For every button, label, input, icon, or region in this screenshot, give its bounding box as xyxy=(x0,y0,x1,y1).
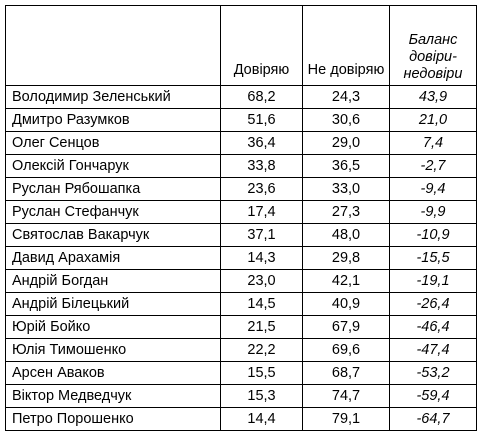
trust-value-cell: 15,5 xyxy=(220,361,303,385)
distrust-value-cell: 67,9 xyxy=(302,315,390,339)
table-row: Дмитро Разумков 51,6 30,6 21,0 xyxy=(5,108,477,132)
balance-value-cell: -9,9 xyxy=(389,200,477,224)
person-name-cell: Руслан Рябошапка xyxy=(5,177,221,201)
balance-value-cell: -19,1 xyxy=(389,269,477,293)
balance-value-cell: -9,4 xyxy=(389,177,477,201)
balance-value-cell: -2,7 xyxy=(389,154,477,178)
table-row: Руслан Стефанчук 17,4 27,3 -9,9 xyxy=(5,200,477,224)
person-name-cell: Руслан Стефанчук xyxy=(5,200,221,224)
distrust-value-cell: 69,6 xyxy=(302,338,390,362)
balance-value-cell: 21,0 xyxy=(389,108,477,132)
distrust-value-cell: 40,9 xyxy=(302,292,390,316)
trust-value-cell: 36,4 xyxy=(220,131,303,155)
header-balance: Баланс довіри-недовіри xyxy=(389,5,477,86)
person-name-cell: Арсен Аваков xyxy=(5,361,221,385)
balance-value-cell: -10,9 xyxy=(389,223,477,247)
distrust-value-cell: 30,6 xyxy=(302,108,390,132)
table-body: Володимир Зеленський 68,2 24,3 43,9 Дмитро Р… xyxy=(5,85,477,431)
person-name-cell: Олег Сенцов xyxy=(5,131,221,155)
balance-value-cell: -59,4 xyxy=(389,384,477,408)
table-row: Володимир Зеленський 68,2 24,3 43,9 xyxy=(5,85,477,109)
header-name xyxy=(5,5,221,86)
balance-value-cell: -64,7 xyxy=(389,407,477,431)
table-row: Юлія Тимошенко 22,2 69,6 -47,4 xyxy=(5,338,477,362)
distrust-value-cell: 42,1 xyxy=(302,269,390,293)
table-row: Петро Порошенко 14,4 79,1 -64,7 xyxy=(5,407,477,431)
distrust-value-cell: 68,7 xyxy=(302,361,390,385)
distrust-value-cell: 29,8 xyxy=(302,246,390,270)
header-trust: Довіряю xyxy=(220,5,303,86)
table-row: Юрій Бойко 21,5 67,9 -46,4 xyxy=(5,315,477,339)
trust-value-cell: 21,5 xyxy=(220,315,303,339)
person-name-cell: Віктор Медведчук xyxy=(5,384,221,408)
person-name-cell: Андрій Богдан xyxy=(5,269,221,293)
distrust-value-cell: 29,0 xyxy=(302,131,390,155)
trust-value-cell: 33,8 xyxy=(220,154,303,178)
table-row: Андрій Білецький 14,5 40,9 -26,4 xyxy=(5,292,477,316)
person-name-cell: Давид Арахамія xyxy=(5,246,221,270)
trust-value-cell: 14,3 xyxy=(220,246,303,270)
table-row: Андрій Богдан 23,0 42,1 -19,1 xyxy=(5,269,477,293)
distrust-value-cell: 74,7 xyxy=(302,384,390,408)
table-row: Олег Сенцов 36,4 29,0 7,4 xyxy=(5,131,477,155)
balance-value-cell: 7,4 xyxy=(389,131,477,155)
distrust-value-cell: 33,0 xyxy=(302,177,390,201)
balance-value-cell: -53,2 xyxy=(389,361,477,385)
header-distrust: Не довіряю xyxy=(302,5,390,86)
balance-value-cell: -47,4 xyxy=(389,338,477,362)
trust-table: Довіряю Не довіряю Баланс довіри-недовір… xyxy=(5,5,477,431)
trust-value-cell: 51,6 xyxy=(220,108,303,132)
table-row: Руслан Рябошапка 23,6 33,0 -9,4 xyxy=(5,177,477,201)
table-row: Давид Арахамія 14,3 29,8 -15,5 xyxy=(5,246,477,270)
trust-value-cell: 23,0 xyxy=(220,269,303,293)
distrust-value-cell: 24,3 xyxy=(302,85,390,109)
trust-value-cell: 37,1 xyxy=(220,223,303,247)
table-row: Віктор Медведчук 15,3 74,7 -59,4 xyxy=(5,384,477,408)
trust-value-cell: 14,5 xyxy=(220,292,303,316)
table-header: Довіряю Не довіряю Баланс довіри-недовір… xyxy=(5,5,477,86)
table-row: Арсен Аваков 15,5 68,7 -53,2 xyxy=(5,361,477,385)
distrust-value-cell: 79,1 xyxy=(302,407,390,431)
trust-value-cell: 15,3 xyxy=(220,384,303,408)
trust-value-cell: 23,6 xyxy=(220,177,303,201)
trust-value-cell: 22,2 xyxy=(220,338,303,362)
table-row: Святослав Вакарчук 37,1 48,0 -10,9 xyxy=(5,223,477,247)
person-name-cell: Святослав Вакарчук xyxy=(5,223,221,247)
distrust-value-cell: 27,3 xyxy=(302,200,390,224)
trust-value-cell: 17,4 xyxy=(220,200,303,224)
distrust-value-cell: 36,5 xyxy=(302,154,390,178)
table-row: Олексій Гончарук 33,8 36,5 -2,7 xyxy=(5,154,477,178)
person-name-cell: Петро Порошенко xyxy=(5,407,221,431)
header-row: Довіряю Не довіряю Баланс довіри-недовір… xyxy=(5,5,477,86)
distrust-value-cell: 48,0 xyxy=(302,223,390,247)
balance-value-cell: -26,4 xyxy=(389,292,477,316)
person-name-cell: Андрій Білецький xyxy=(5,292,221,316)
person-name-cell: Юлія Тимошенко xyxy=(5,338,221,362)
trust-value-cell: 14,4 xyxy=(220,407,303,431)
balance-value-cell: 43,9 xyxy=(389,85,477,109)
person-name-cell: Олексій Гончарук xyxy=(5,154,221,178)
balance-value-cell: -15,5 xyxy=(389,246,477,270)
person-name-cell: Володимир Зеленський xyxy=(5,85,221,109)
trust-value-cell: 68,2 xyxy=(220,85,303,109)
balance-value-cell: -46,4 xyxy=(389,315,477,339)
person-name-cell: Юрій Бойко xyxy=(5,315,221,339)
person-name-cell: Дмитро Разумков xyxy=(5,108,221,132)
